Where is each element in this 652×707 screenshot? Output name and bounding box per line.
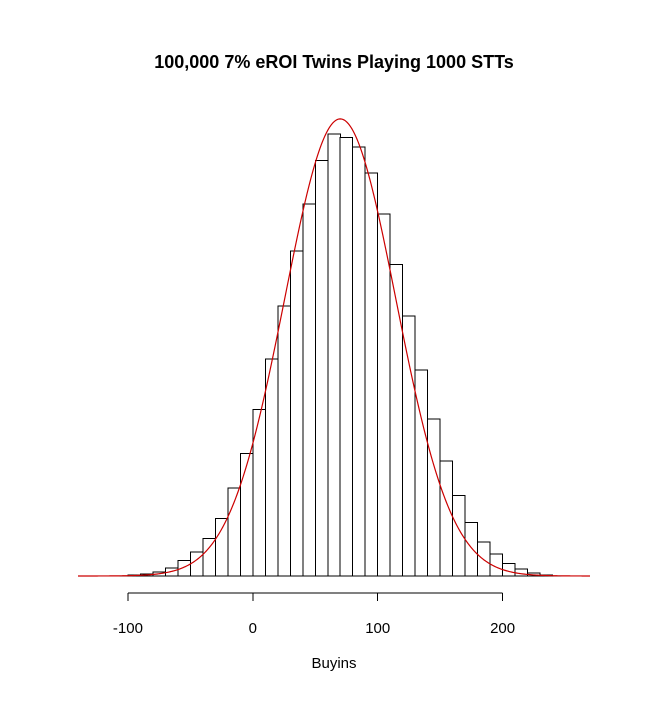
x-tick-label: 100 [365,620,390,637]
histogram-bar [402,315,416,577]
histogram-bar [289,250,304,577]
histogram-bar [202,537,216,577]
histogram-bar [464,521,479,577]
x-tick-label: 200 [490,620,515,637]
histogram-bar [339,136,354,577]
histogram-bars [127,133,554,577]
histogram-bar [514,568,529,577]
x-axis-ticks: -100 0 100 200 [113,593,515,637]
histogram-bar [427,418,441,577]
histogram-bar [377,213,391,577]
histogram-bar [327,133,341,577]
histogram-bar [277,305,291,577]
histogram-bar [389,263,404,577]
density-curve [78,118,590,577]
histogram-bar [314,159,329,577]
x-tick-label: 0 [249,620,257,637]
x-axis: -100 0 100 200 [113,592,515,637]
histogram-bar [439,460,454,577]
histogram-bar [214,517,229,577]
histogram-bar [352,146,366,577]
histogram-bar [264,358,279,577]
chart-title: 100,000 7% eROI Twins Playing 1000 STTs [154,52,514,72]
histogram-bar [364,172,379,577]
histogram-bar [477,541,491,577]
histogram-bar [302,203,316,577]
x-tick-label: -100 [113,620,143,637]
x-axis-label: Buyins [311,655,356,672]
histogram-bar [239,453,254,577]
